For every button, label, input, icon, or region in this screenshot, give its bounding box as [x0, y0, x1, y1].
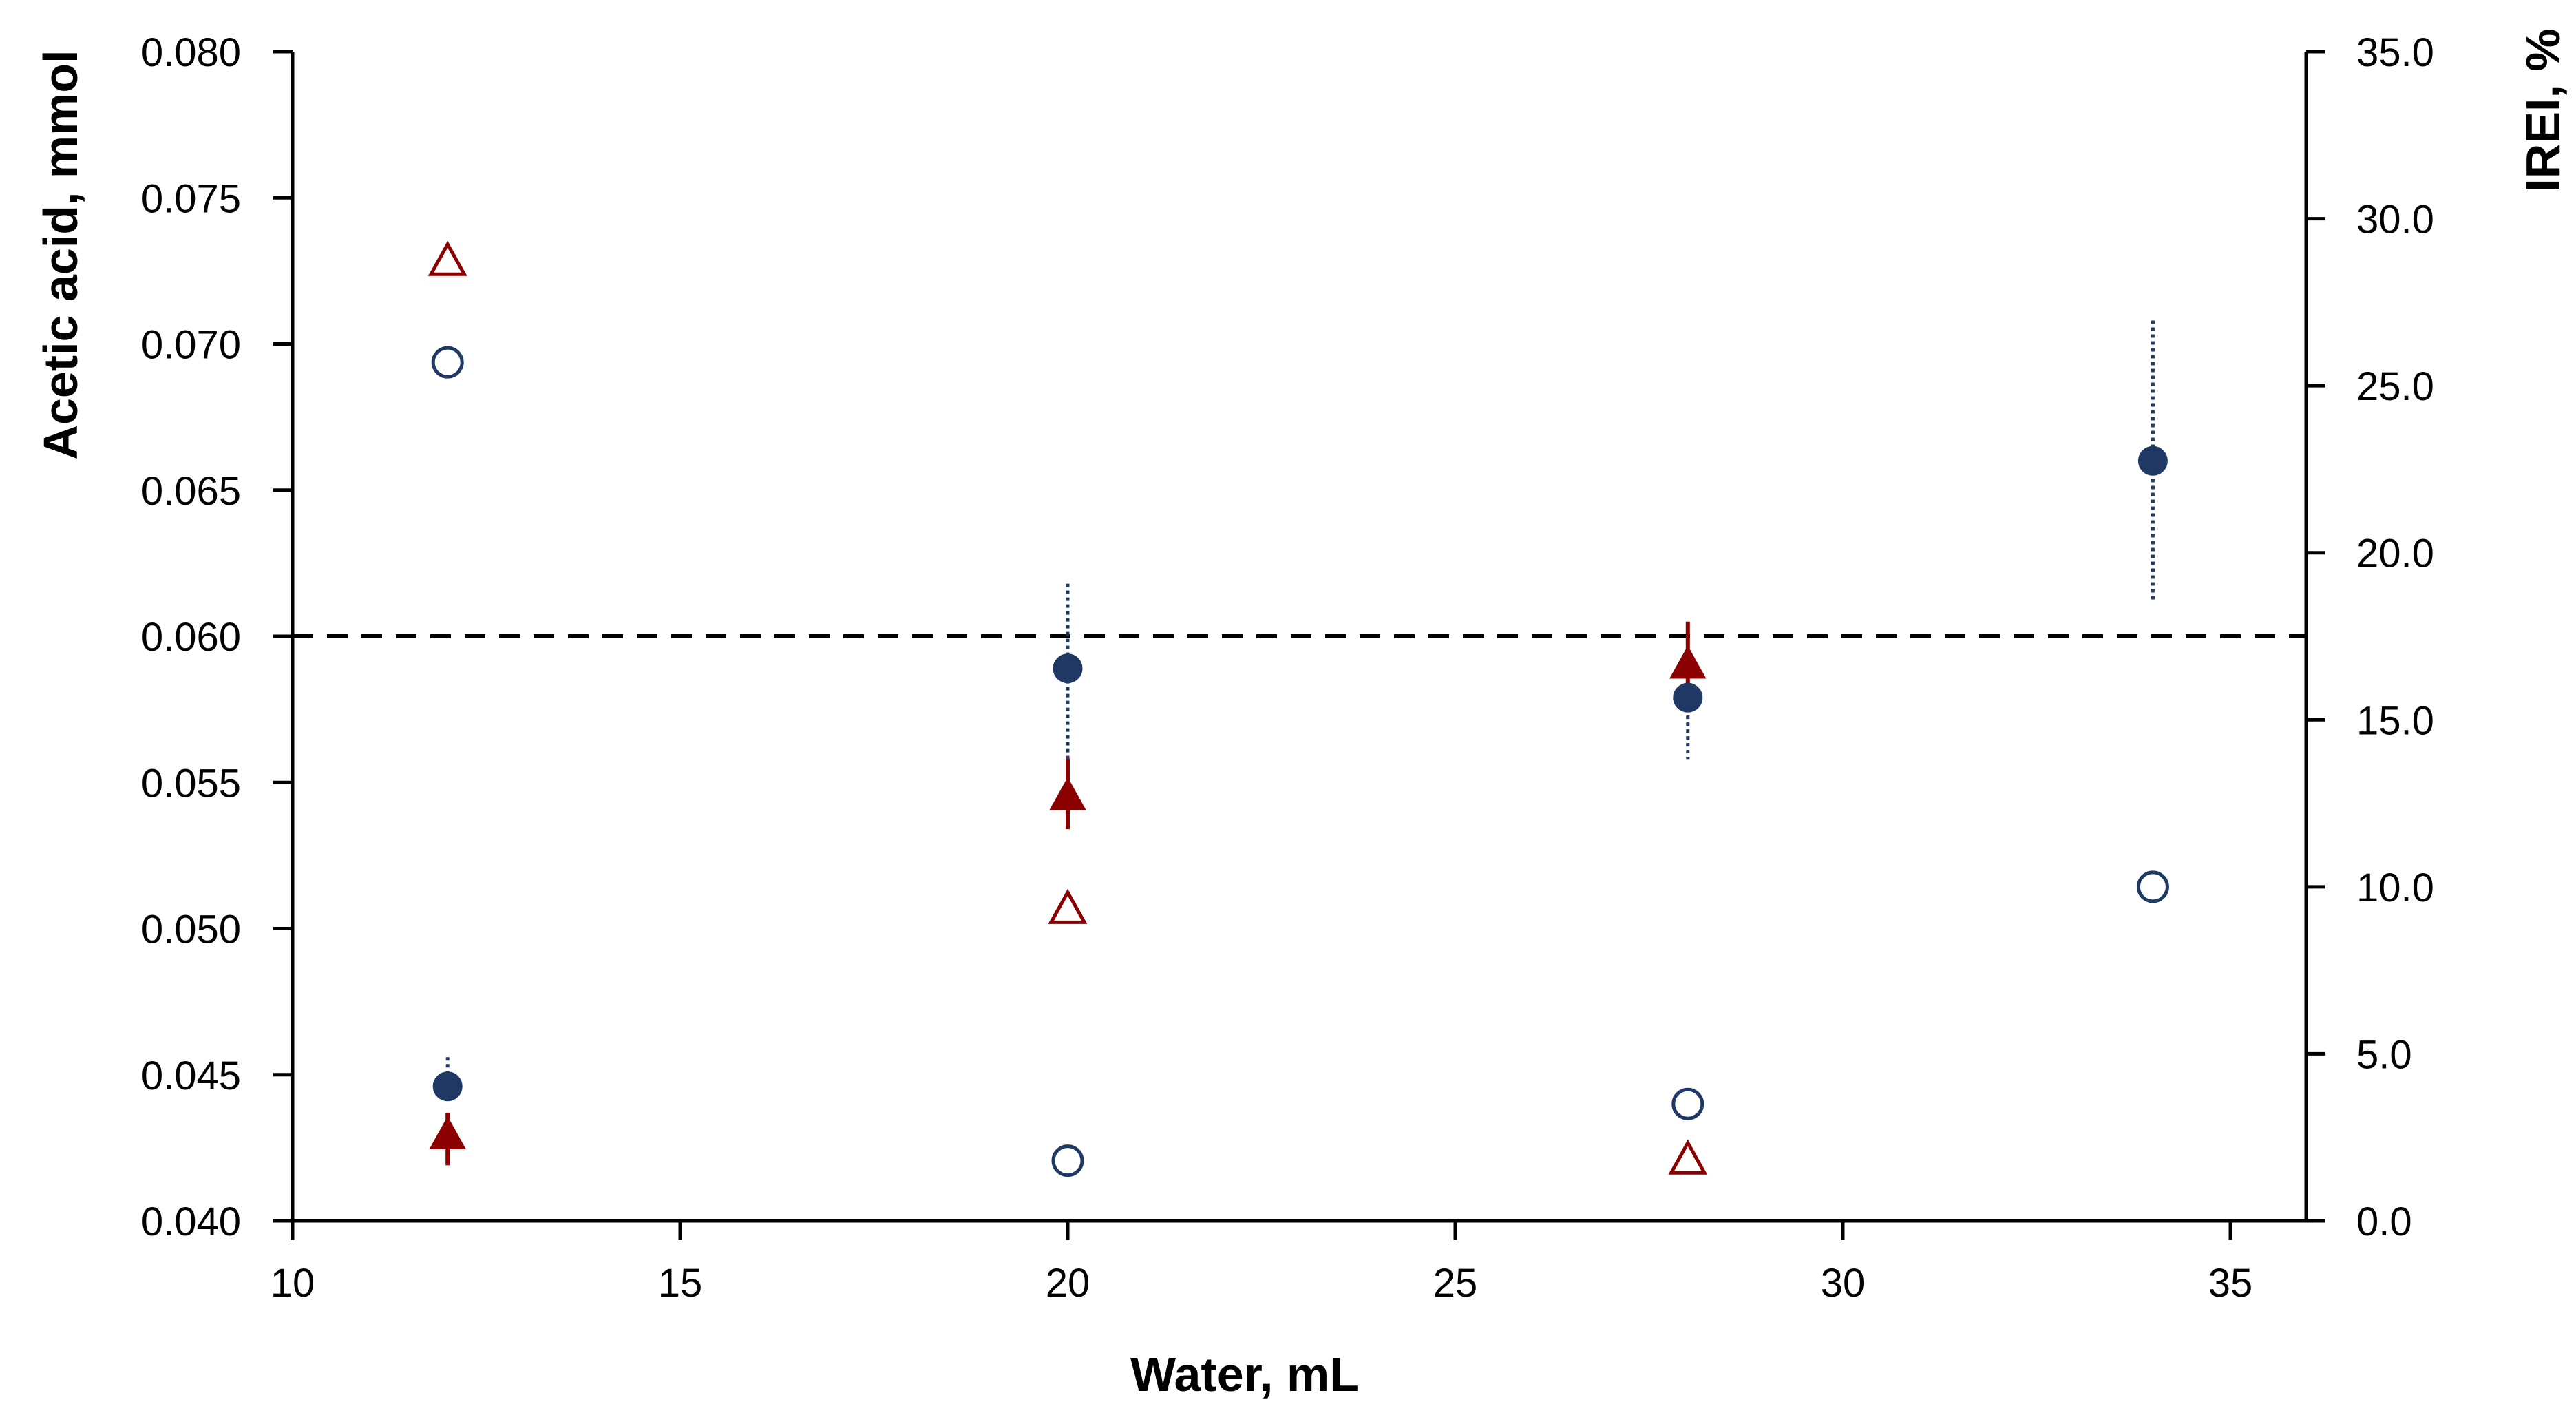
- filled-circle-point: [1673, 682, 1703, 713]
- y2-tick-label: 20.0: [2356, 532, 2434, 576]
- y-tick-label: 0.075: [141, 176, 241, 221]
- y-axis-title: Acetic acid, mmol: [34, 50, 87, 459]
- y2-tick-label: 35.0: [2356, 30, 2434, 75]
- filled-triangle-point: [429, 1116, 466, 1149]
- x-tick-label: 15: [658, 1261, 703, 1306]
- y2-tick-label: 15.0: [2356, 698, 2434, 743]
- open-triangle-point: [427, 240, 467, 276]
- y-tick-label: 0.055: [141, 761, 241, 806]
- open-triangle-point: [1668, 1139, 1708, 1175]
- x-tick-label: 20: [1046, 1261, 1090, 1306]
- filled-circle-point: [2137, 446, 2168, 476]
- y2-tick-label: 25.0: [2356, 364, 2434, 409]
- filled-triangle-point: [1669, 645, 1707, 679]
- y-tick-label: 0.080: [141, 30, 241, 75]
- y-tick-label: 0.040: [141, 1200, 241, 1244]
- x-axis-title: Water, mL: [1130, 1348, 1359, 1401]
- y-tick-label: 0.060: [141, 615, 241, 660]
- y-tick-label: 0.070: [141, 323, 241, 368]
- y2-tick-label: 0.0: [2356, 1200, 2412, 1244]
- open-circle-point: [431, 346, 464, 379]
- y2-tick-label: 5.0: [2356, 1032, 2412, 1077]
- y2-axis-title: IREI, %: [2516, 28, 2570, 191]
- y-tick-label: 0.050: [141, 908, 241, 952]
- x-tick-label: 30: [1821, 1261, 1866, 1306]
- y-tick-label: 0.065: [141, 469, 241, 514]
- y2-tick-label: 30.0: [2356, 198, 2434, 242]
- open-circle-point: [1051, 1144, 1084, 1177]
- y-tick-label: 0.045: [141, 1054, 241, 1098]
- x-tick-label: 25: [1433, 1261, 1478, 1306]
- open-circle-point: [1671, 1087, 1704, 1120]
- open-triangle-point: [1048, 888, 1088, 924]
- y2-tick-label: 10.0: [2356, 866, 2434, 910]
- filled-circle-point: [1053, 653, 1083, 684]
- x-tick-label: 35: [2208, 1261, 2253, 1306]
- filled-circle-point: [432, 1071, 463, 1102]
- x-tick-label: 10: [271, 1261, 315, 1306]
- filled-triangle-point: [1049, 777, 1086, 810]
- open-circle-point: [2136, 870, 2169, 903]
